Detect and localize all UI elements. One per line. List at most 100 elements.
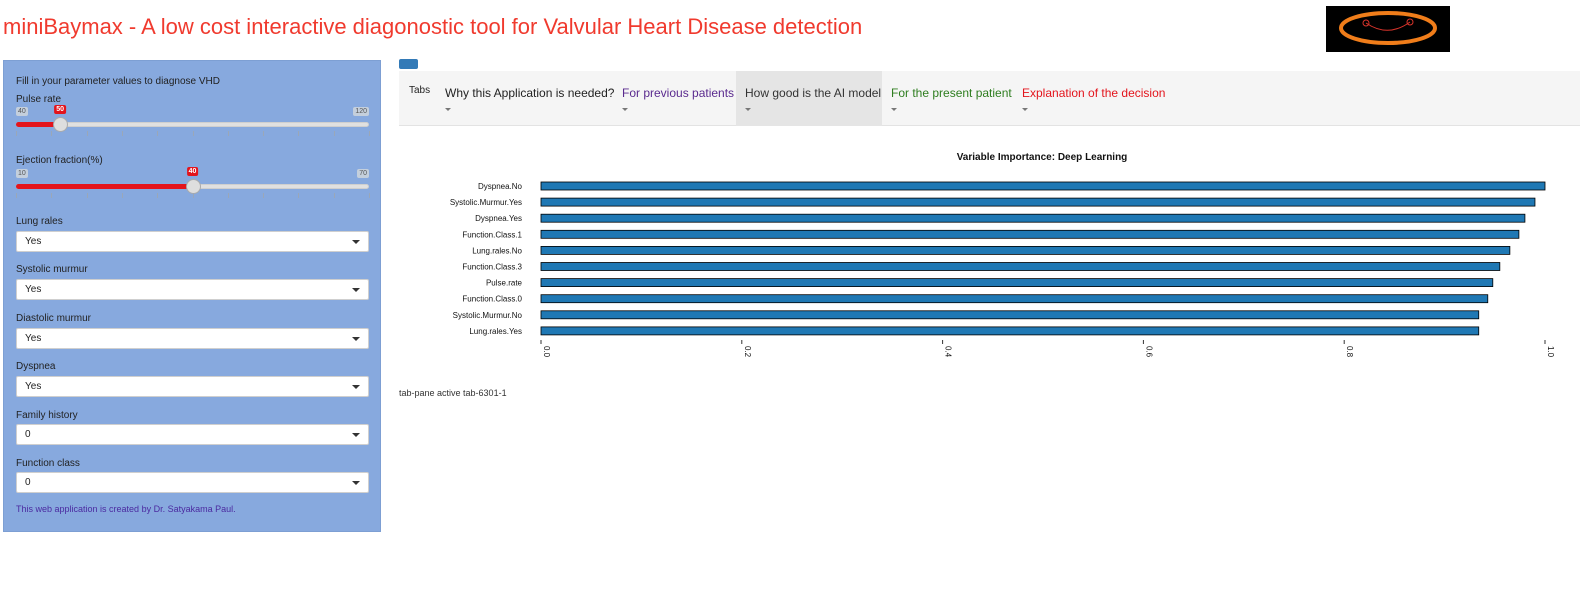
tab-label: Why this Application is needed? [445,86,615,100]
dyspnea-label: Dyspnea [16,361,56,372]
caret-down-icon [445,108,451,111]
caret-down-icon [352,240,360,244]
tabs-toggle-button[interactable] [399,59,418,69]
x-tick-label: 0.2 [743,346,752,358]
x-tick-label: 1.0 [1546,346,1555,358]
slider-handle[interactable] [53,117,69,132]
category-label: Systolic.Murmur.Yes [450,198,522,207]
slider-tick [333,193,335,198]
ejection-fraction-slider[interactable]: 10 70 40 [16,167,370,209]
bar [540,181,1546,191]
family-history-label: Family history [16,410,78,421]
caret-down-icon [622,108,628,111]
bar [540,310,1480,320]
tab-label: For the present patient [891,86,1012,100]
tab-previous-patients[interactable]: For previous patients [613,71,743,126]
category-label: Dyspnea.No [478,182,523,191]
tab-bar: Tabs Why this Application is needed? For… [399,71,1580,126]
chart-title: Variable Importance: Deep Learning [956,152,1128,163]
caret-down-icon [352,288,360,292]
bar [540,197,1536,207]
select-value: Yes [25,236,42,247]
bar [540,278,1494,287]
slider-tick [157,131,159,136]
slider-tick [227,193,229,198]
tab-label: How good is the AI model [745,86,882,100]
slider-fill [16,184,193,189]
slider-tick [192,193,194,198]
slider-fill [16,122,61,127]
slider-min-label: 40 [16,107,28,116]
ellipse-face-logo-icon [1339,11,1437,45]
bar [540,246,1511,255]
slider-tick [298,131,300,136]
family-history-select[interactable]: 0 [16,424,369,445]
category-label: Function.Class.3 [462,263,522,272]
bar [540,213,1526,223]
slider-max-label: 70 [357,169,369,178]
caret-down-icon [891,108,897,111]
slider-ticks [16,193,370,199]
caret-down-icon [352,433,360,437]
function-class-select[interactable]: 0 [16,472,369,493]
diastolic-murmur-select[interactable]: Yes [16,328,369,349]
category-label: Systolic.Murmur.No [453,311,523,320]
slider-tick [369,131,370,136]
variable-importance-chart: Dyspnea.No Systolic.Murmur.Yes Dyspnea.Yes… [450,181,1555,358]
slider-ticks [16,131,370,137]
lung-rales-select[interactable]: Yes [16,231,369,252]
dyspnea-select[interactable]: Yes [16,376,369,397]
tab-pane-text: tab-pane active tab-6301-1 [399,388,507,398]
slider-tick [86,193,88,198]
slider-tick [333,131,335,136]
slider-tick [263,131,265,136]
select-value: Yes [25,284,42,295]
sidebar-intro: Fill in your parameter values to diagnos… [16,76,220,87]
app-title: miniBaymax - A low cost interactive diag… [3,14,863,39]
ejection-fraction-label: Ejection fraction(%) [16,155,103,166]
select-value: 0 [25,477,31,488]
caret-down-icon [1022,108,1028,111]
slider-tick [121,193,123,198]
slider-tick [16,131,17,136]
bar [540,294,1489,304]
tab-label: Explanation of the decision [1022,86,1166,100]
slider-track[interactable] [16,122,369,127]
x-tick-label: 0.6 [1144,346,1153,358]
systolic-murmur-label: Systolic murmur [16,264,88,275]
slider-tick [298,193,300,198]
caret-down-icon [745,108,751,111]
slider-value-bubble: 50 [54,105,67,114]
bar [540,229,1520,239]
category-label: Lung.rales.Yes [469,327,522,336]
slider-tick [157,193,159,198]
slider-tick [263,193,265,198]
systolic-murmur-select[interactable]: Yes [16,279,369,300]
slider-tick [369,193,370,198]
slider-min-label: 10 [16,169,28,178]
tab-present-patient[interactable]: For the present patient [882,71,1021,126]
select-value: Yes [25,333,42,344]
bar [540,326,1480,336]
category-label: Dyspnea.Yes [475,214,522,223]
tab-explanation[interactable]: Explanation of the decision [1013,71,1174,126]
caret-down-icon [352,385,360,389]
category-label: Function.Class.1 [462,230,522,239]
caret-down-icon [352,481,360,485]
lung-rales-label: Lung rales [16,216,63,227]
x-tick-label: 0.0 [542,346,551,358]
author-credit: This web application is created by Dr. S… [16,504,236,514]
pulse-rate-slider[interactable]: 40 120 50 [16,105,370,147]
slider-tick [51,193,53,198]
category-label: Function.Class.0 [462,295,522,304]
pulse-rate-label: Pulse rate [16,94,62,105]
slider-handle[interactable] [185,179,201,194]
tab-why-application[interactable]: Why this Application is needed? [436,71,623,126]
diastolic-murmur-label: Diastolic murmur [16,313,92,324]
slider-max-label: 120 [353,107,369,116]
x-tick-label: 0.4 [944,346,953,358]
tabs-label: Tabs [409,85,431,96]
tab-ai-model-quality[interactable]: How good is the AI model [736,71,882,126]
sidebar-panel: Fill in your parameter values to diagnos… [3,60,381,532]
slider-value-bubble: 40 [186,167,199,176]
